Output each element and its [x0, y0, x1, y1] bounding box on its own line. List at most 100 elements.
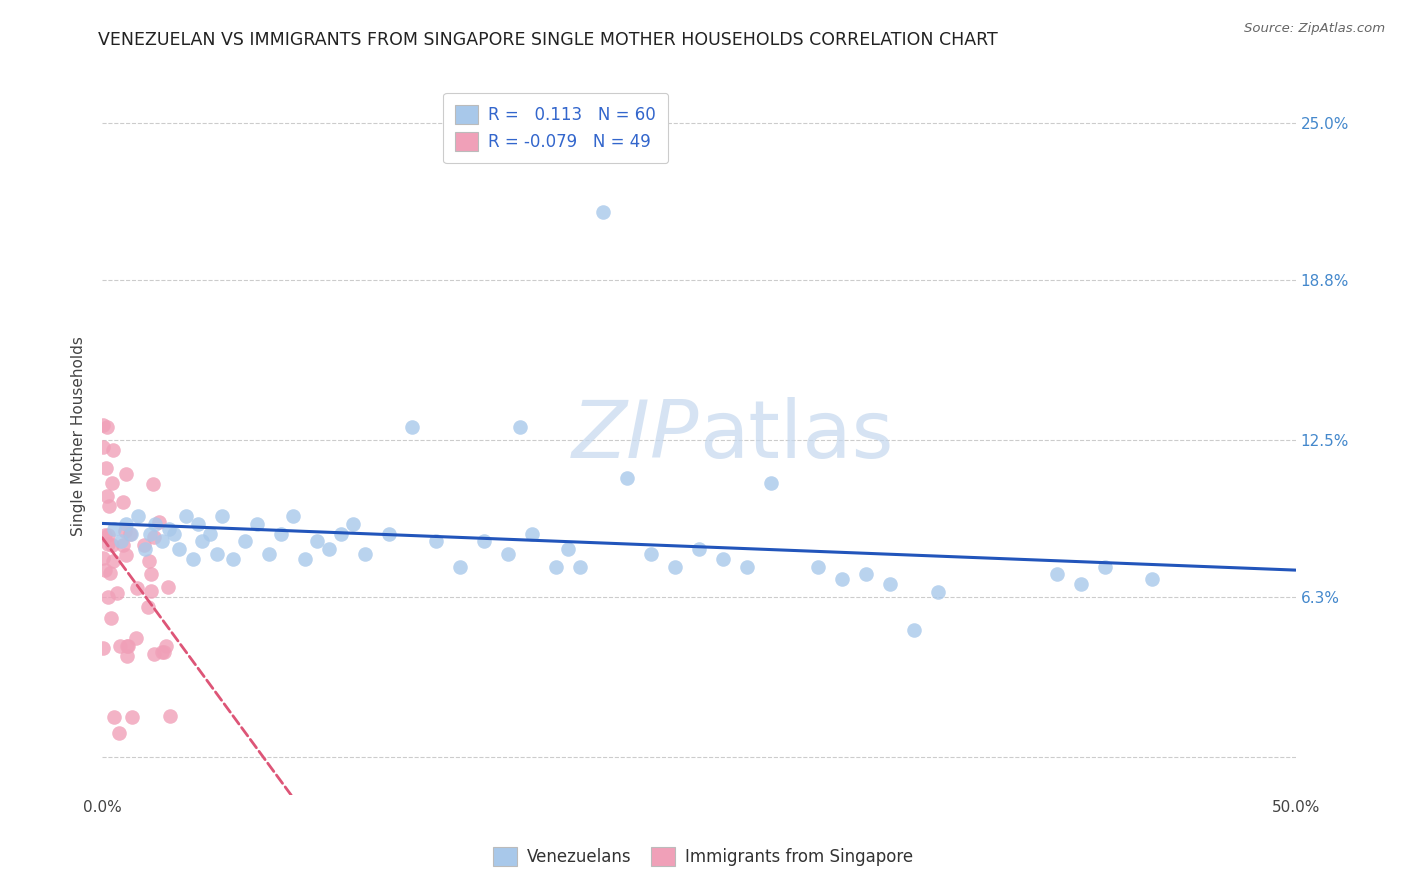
Point	[97, 537, 120, 551]
Point	[879, 577, 901, 591]
Point	[114, 524, 136, 538]
Point	[318, 541, 340, 556]
Point	[96, 489, 118, 503]
Point	[117, 639, 139, 653]
Point	[111, 494, 134, 508]
Point	[927, 585, 949, 599]
Point	[191, 534, 214, 549]
Point	[544, 559, 567, 574]
Point	[155, 639, 177, 653]
Point	[163, 526, 186, 541]
Point	[127, 508, 149, 523]
Point	[100, 611, 122, 625]
Point	[235, 534, 257, 549]
Point	[125, 581, 148, 595]
Point	[91, 640, 114, 655]
Point	[138, 554, 160, 568]
Point	[143, 516, 166, 531]
Point	[115, 640, 138, 654]
Point	[150, 645, 173, 659]
Text: atlas: atlas	[699, 397, 893, 475]
Point	[101, 537, 124, 551]
Point	[141, 584, 163, 599]
Point	[246, 516, 269, 531]
Point	[136, 599, 159, 614]
Point	[91, 550, 114, 565]
Point	[139, 567, 162, 582]
Point	[509, 420, 531, 434]
Point	[134, 541, 156, 556]
Point	[735, 559, 758, 574]
Point	[115, 467, 138, 482]
Point	[121, 709, 143, 723]
Point	[108, 639, 131, 653]
Point	[1046, 567, 1069, 582]
Point	[103, 442, 125, 457]
Point	[283, 508, 305, 523]
Point	[198, 526, 221, 541]
Point	[91, 418, 114, 433]
Point	[120, 527, 142, 541]
Point	[150, 534, 173, 549]
Point	[688, 541, 710, 556]
Point	[159, 709, 181, 723]
Point	[120, 526, 142, 541]
Point	[259, 547, 281, 561]
Point	[222, 552, 245, 566]
Point	[103, 522, 125, 536]
Point	[205, 547, 228, 561]
Point	[143, 648, 166, 662]
Point	[211, 508, 233, 523]
Point	[108, 726, 131, 740]
Point	[156, 580, 179, 594]
Point	[167, 541, 190, 556]
Point	[640, 547, 662, 561]
Point	[110, 534, 132, 549]
Point	[557, 541, 579, 556]
Text: Source: ZipAtlas.com: Source: ZipAtlas.com	[1244, 22, 1385, 36]
Point	[97, 499, 120, 513]
Point	[759, 475, 782, 490]
Point	[1070, 577, 1092, 591]
Text: ZIP: ZIP	[571, 397, 699, 475]
Point	[139, 526, 162, 541]
Point	[125, 632, 148, 646]
Point	[496, 547, 519, 561]
Point	[903, 623, 925, 637]
Point	[134, 538, 156, 552]
Point	[174, 508, 197, 523]
Point	[112, 538, 135, 552]
Point	[105, 586, 128, 600]
Point	[831, 572, 853, 586]
Point	[1142, 572, 1164, 586]
Point	[142, 477, 165, 491]
Point	[401, 420, 423, 434]
Point	[101, 554, 124, 568]
Point	[94, 528, 117, 542]
Point	[472, 534, 495, 549]
Point	[114, 548, 136, 562]
Y-axis label: Single Mother Households: Single Mother Households	[72, 336, 86, 536]
Point	[94, 563, 117, 577]
Point	[98, 566, 121, 581]
Point	[329, 526, 352, 541]
Point	[305, 534, 328, 549]
Point	[103, 710, 125, 724]
Text: VENEZUELAN VS IMMIGRANTS FROM SINGAPORE SINGLE MOTHER HOUSEHOLDS CORRELATION CHA: VENEZUELAN VS IMMIGRANTS FROM SINGAPORE …	[98, 31, 998, 49]
Point	[100, 475, 122, 490]
Legend: R =   0.113   N = 60, R = -0.079   N = 49: R = 0.113 N = 60, R = -0.079 N = 49	[443, 93, 668, 163]
Point	[342, 516, 364, 531]
Point	[425, 534, 447, 549]
Point	[143, 530, 166, 544]
Point	[157, 522, 180, 536]
Point	[270, 526, 292, 541]
Point	[807, 559, 830, 574]
Point	[1094, 559, 1116, 574]
Point	[115, 516, 138, 531]
Point	[97, 590, 120, 604]
Point	[152, 645, 174, 659]
Point	[294, 552, 316, 566]
Point	[664, 559, 686, 574]
Point	[97, 528, 120, 542]
Point	[115, 649, 138, 664]
